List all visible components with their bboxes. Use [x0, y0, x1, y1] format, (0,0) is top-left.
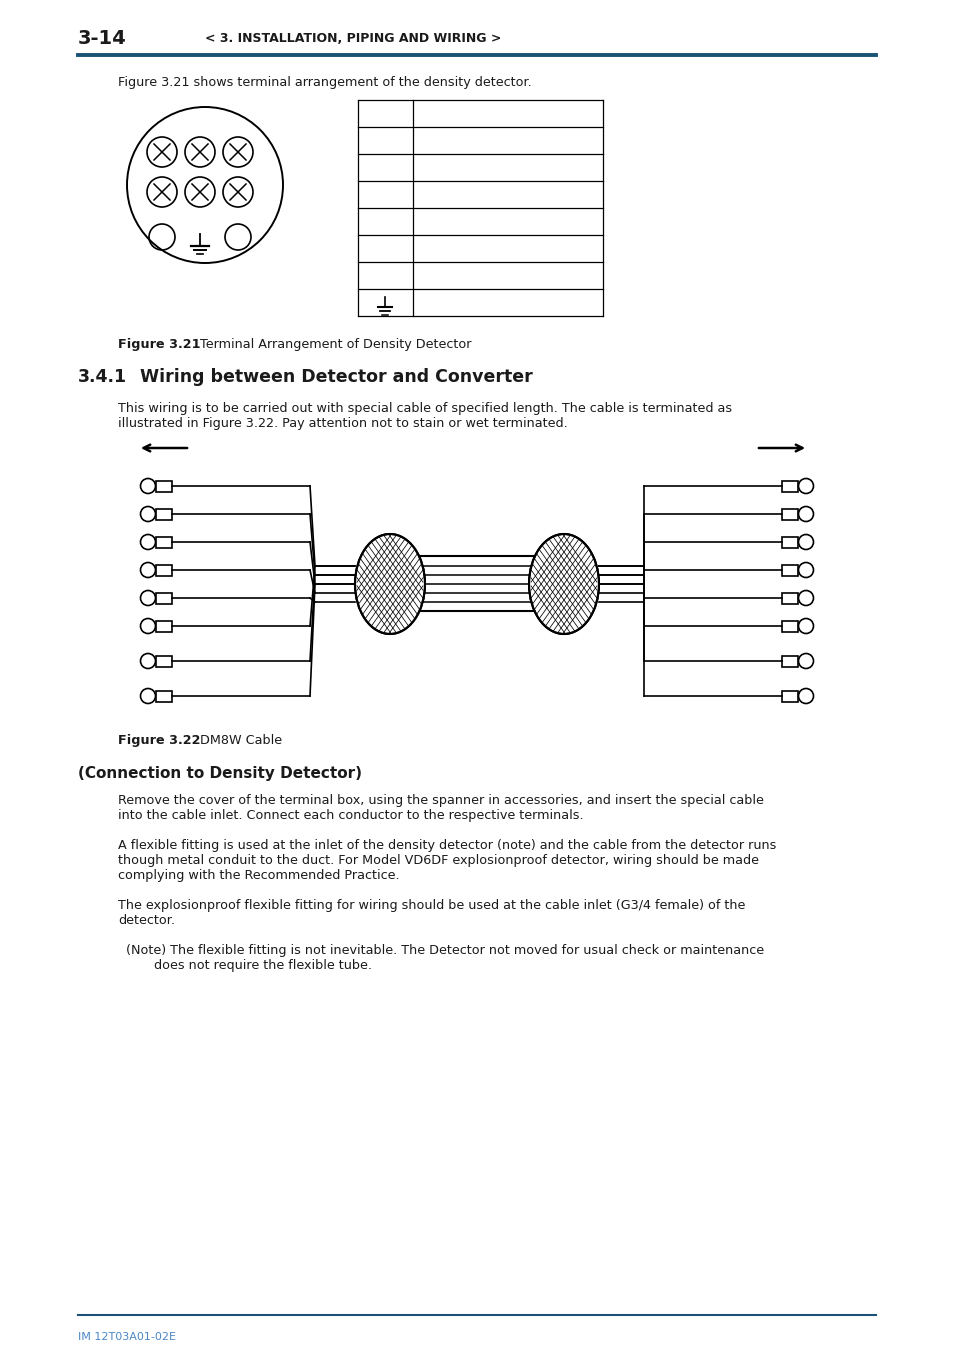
Text: Figure 3.21: Figure 3.21	[118, 338, 200, 351]
Circle shape	[140, 653, 155, 668]
Ellipse shape	[529, 535, 598, 634]
Bar	[781, 536, 797, 548]
Circle shape	[140, 688, 155, 703]
Bar	[781, 690, 797, 702]
Circle shape	[140, 535, 155, 549]
Text: though metal conduit to the duct. For Model VD6DF explosionproof detector, wirin: though metal conduit to the duct. For Mo…	[118, 855, 759, 867]
Text: Wiring between Detector and Converter: Wiring between Detector and Converter	[128, 369, 532, 386]
Bar	[156, 656, 172, 667]
Circle shape	[798, 478, 813, 494]
Text: IM 12T03A01-02E: IM 12T03A01-02E	[78, 1332, 175, 1342]
Bar	[156, 564, 172, 575]
Circle shape	[140, 506, 155, 521]
Text: DM8W Cable: DM8W Cable	[180, 734, 282, 747]
Text: (Note) The flexible fitting is not inevitable. The Detector not moved for usual : (Note) The flexible fitting is not inevi…	[118, 944, 763, 957]
Circle shape	[140, 590, 155, 606]
Circle shape	[798, 563, 813, 578]
Circle shape	[798, 506, 813, 521]
Bar	[781, 621, 797, 632]
Bar	[781, 509, 797, 520]
Text: Remove the cover of the terminal box, using the spanner in accessories, and inse: Remove the cover of the terminal box, us…	[118, 794, 763, 807]
Text: 3-14: 3-14	[78, 28, 127, 47]
Text: < 3. INSTALLATION, PIPING AND WIRING >: < 3. INSTALLATION, PIPING AND WIRING >	[205, 31, 501, 45]
Circle shape	[140, 478, 155, 494]
Bar	[781, 593, 797, 603]
Bar	[156, 509, 172, 520]
Bar	[156, 593, 172, 603]
Text: 3.4.1: 3.4.1	[78, 369, 127, 386]
Text: Figure 3.22: Figure 3.22	[118, 734, 200, 747]
Bar	[156, 621, 172, 632]
Text: The explosionproof flexible fitting for wiring should be used at the cable inlet: The explosionproof flexible fitting for …	[118, 899, 744, 913]
Bar	[156, 690, 172, 702]
Circle shape	[140, 618, 155, 633]
Bar	[156, 481, 172, 491]
Bar	[419, 556, 534, 612]
Text: (Connection to Density Detector): (Connection to Density Detector)	[78, 765, 361, 782]
Ellipse shape	[355, 535, 424, 634]
Circle shape	[798, 653, 813, 668]
Text: complying with the Recommended Practice.: complying with the Recommended Practice.	[118, 869, 399, 882]
Bar	[781, 564, 797, 575]
Text: Figure 3.21 shows terminal arrangement of the density detector.: Figure 3.21 shows terminal arrangement o…	[118, 76, 531, 89]
Text: does not require the flexible tube.: does not require the flexible tube.	[118, 958, 372, 972]
Text: A flexible fitting is used at the inlet of the density detector (note) and the c: A flexible fitting is used at the inlet …	[118, 838, 776, 852]
Circle shape	[798, 535, 813, 549]
Text: detector.: detector.	[118, 914, 174, 927]
Text: illustrated in Figure 3.22. Pay attention not to stain or wet terminated.: illustrated in Figure 3.22. Pay attentio…	[118, 417, 567, 431]
Bar	[156, 536, 172, 548]
Circle shape	[798, 688, 813, 703]
Text: into the cable inlet. Connect each conductor to the respective terminals.: into the cable inlet. Connect each condu…	[118, 809, 583, 822]
Bar	[781, 656, 797, 667]
Bar	[781, 481, 797, 491]
Circle shape	[798, 590, 813, 606]
Text: This wiring is to be carried out with special cable of specified length. The cab: This wiring is to be carried out with sp…	[118, 402, 731, 414]
Circle shape	[140, 563, 155, 578]
Circle shape	[798, 618, 813, 633]
Text: Terminal Arrangement of Density Detector: Terminal Arrangement of Density Detector	[180, 338, 471, 351]
